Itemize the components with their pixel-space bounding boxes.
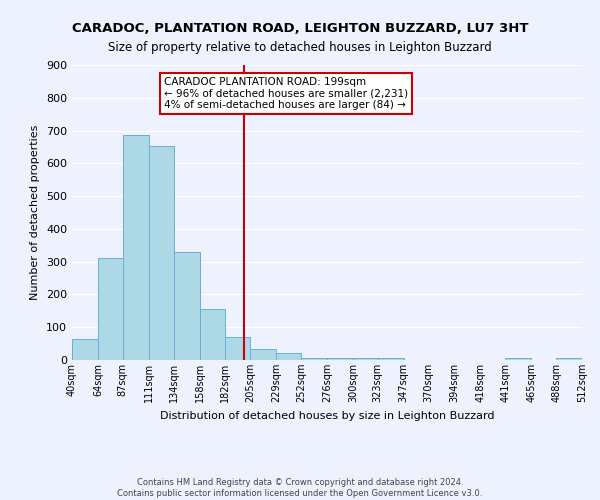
Text: Size of property relative to detached houses in Leighton Buzzard: Size of property relative to detached ho… [108,41,492,54]
Text: CARADOC PLANTATION ROAD: 199sqm
← 96% of detached houses are smaller (2,231)
4% : CARADOC PLANTATION ROAD: 199sqm ← 96% of… [164,77,408,110]
Text: CARADOC, PLANTATION ROAD, LEIGHTON BUZZARD, LU7 3HT: CARADOC, PLANTATION ROAD, LEIGHTON BUZZA… [72,22,528,36]
Bar [505,358,531,360]
Y-axis label: Number of detached properties: Number of detached properties [31,125,40,300]
Bar [353,358,378,360]
Bar [98,258,123,360]
Bar [327,358,353,360]
Bar [276,354,301,360]
Bar [199,309,226,360]
Bar [72,338,98,360]
Text: Contains HM Land Registry data © Crown copyright and database right 2024.
Contai: Contains HM Land Registry data © Crown c… [118,478,482,498]
Bar [250,348,276,360]
Bar [556,358,582,360]
Bar [301,358,327,360]
Bar [149,146,173,360]
Bar [173,252,199,360]
Bar [123,136,149,360]
Bar [226,337,250,360]
X-axis label: Distribution of detached houses by size in Leighton Buzzard: Distribution of detached houses by size … [160,410,494,420]
Bar [378,358,404,360]
